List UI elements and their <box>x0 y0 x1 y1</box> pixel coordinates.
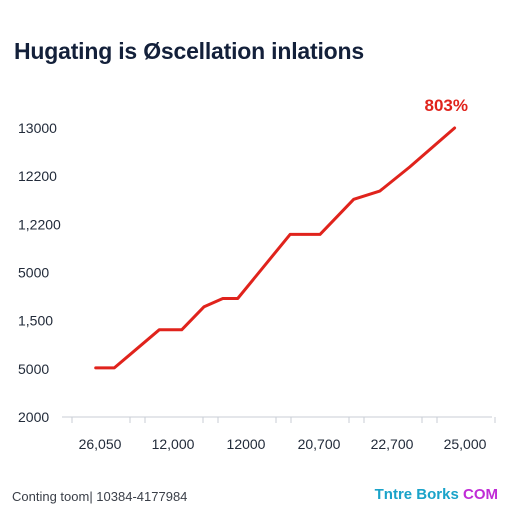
x-tick-label: 25,000 <box>444 436 487 452</box>
y-tick-labels: 13000 12200 1,2200 5000 1,500 5000 2000 <box>18 120 61 425</box>
y-tick-label: 5000 <box>18 361 49 377</box>
y-tick-label: 2000 <box>18 409 49 425</box>
brand-suffix: COM <box>463 486 498 503</box>
series-line <box>94 126 457 370</box>
x-tick-label: 20,700 <box>298 436 341 452</box>
source-credit: Conting toom| 10384-4177984 <box>12 489 188 504</box>
x-tick-label: 22,700 <box>371 436 414 452</box>
x-tick-label: 12000 <box>227 436 266 452</box>
y-tick-label: 1,500 <box>18 313 53 329</box>
x-tick-label: 12,000 <box>152 436 195 452</box>
brand-name: Tntre Borks <box>374 486 459 503</box>
x-tick-labels: 26,050 12,000 12000 20,700 22,700 25,000 <box>79 436 487 452</box>
x-axis-ticks <box>71 417 496 423</box>
peak-annotation: 803% <box>425 96 468 115</box>
y-tick-label: 12200 <box>18 168 57 184</box>
y-tick-label: 13000 <box>18 120 57 136</box>
chart-title: Hugating is Øscellation inlations <box>14 38 364 64</box>
x-tick-label: 26,050 <box>79 436 122 452</box>
y-tick-label: 5000 <box>18 265 49 281</box>
brand-logo-text: Tntre Borks COM <box>375 486 498 503</box>
y-tick-label: 1,2200 <box>18 216 61 232</box>
